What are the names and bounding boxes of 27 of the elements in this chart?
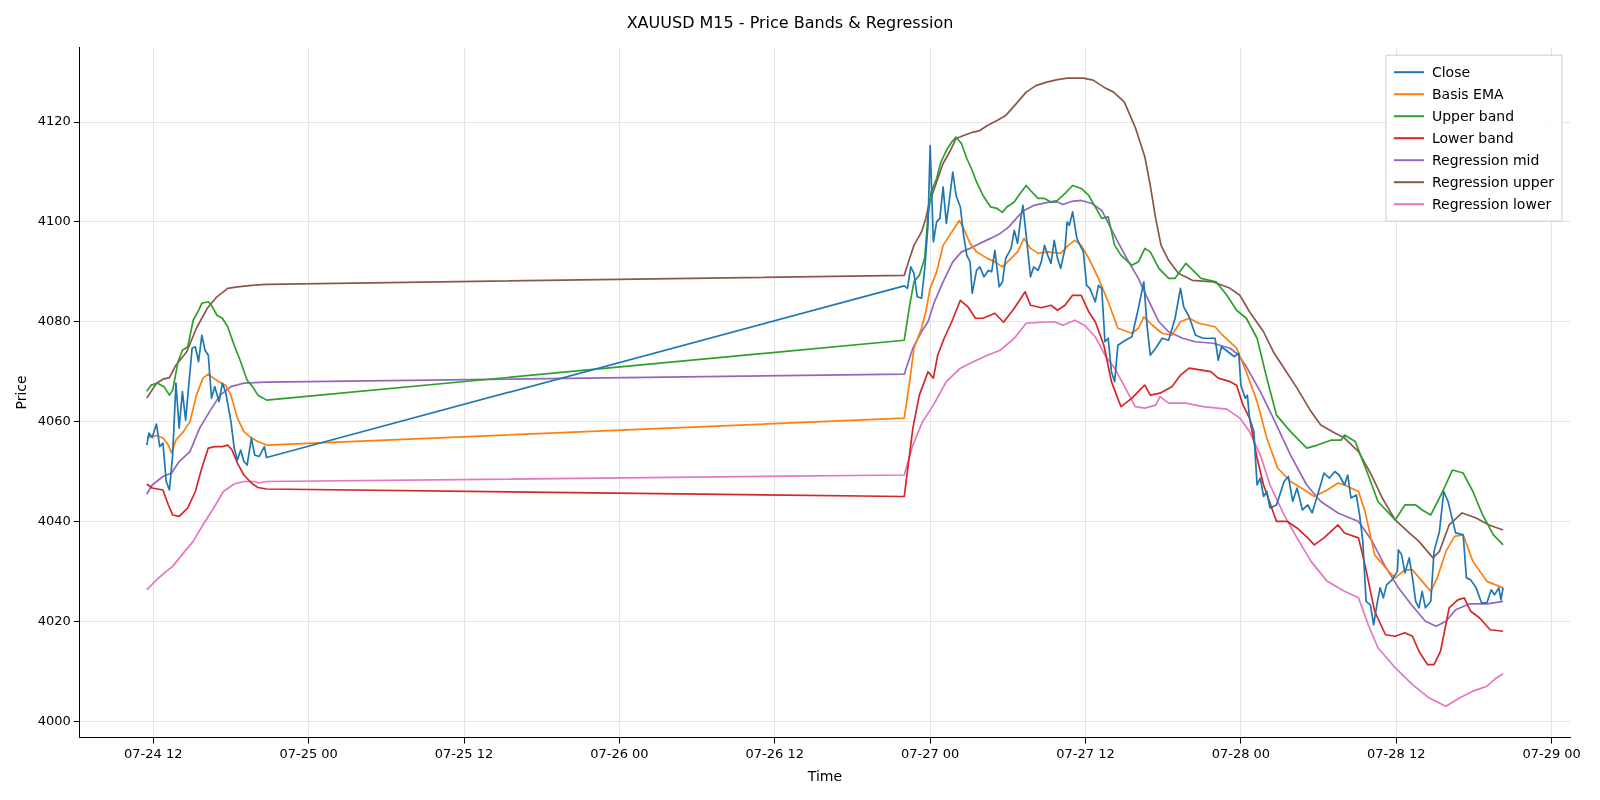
chart-title: XAUUSD M15 - Price Bands & Regression	[626, 12, 954, 32]
x-axis-title: Time	[806, 768, 843, 785]
legend-label: Close	[1431, 63, 1471, 80]
y-tick-label: 4060	[37, 412, 71, 428]
y-tick-label: 4080	[37, 313, 71, 329]
legend-label: Regression mid	[1431, 151, 1540, 168]
x-tick-label: 07-29 00	[1522, 745, 1581, 761]
x-tick-label: 07-28 00	[1211, 745, 1271, 761]
y-tick-label: 4040	[37, 512, 71, 528]
y-tick-label: 4100	[37, 213, 71, 229]
x-tick-label: 07-24 12	[124, 745, 183, 761]
y-tick-label: 4020	[37, 612, 71, 628]
legend-label: Basis EMA	[1431, 85, 1504, 102]
legend-label: Regression lower	[1431, 195, 1552, 212]
x-tick-label: 07-25 00	[279, 745, 338, 761]
x-tick-label: 07-27 12	[1056, 745, 1115, 761]
x-tick-label: 07-28 12	[1367, 745, 1426, 761]
legend-label: Upper band	[1431, 107, 1515, 124]
y-axis-title: Price	[13, 375, 30, 410]
x-tick-label: 07-27 00	[900, 745, 960, 761]
legend-label: Regression upper	[1431, 173, 1555, 190]
legend-label: Lower band	[1431, 129, 1514, 146]
y-tick-label: 4120	[37, 113, 71, 129]
y-tick-label: 4000	[37, 712, 71, 728]
x-tick-label: 07-25 12	[434, 745, 494, 761]
x-tick-label: 07-26 00	[590, 745, 649, 761]
x-tick-label: 07-26 12	[745, 745, 804, 761]
